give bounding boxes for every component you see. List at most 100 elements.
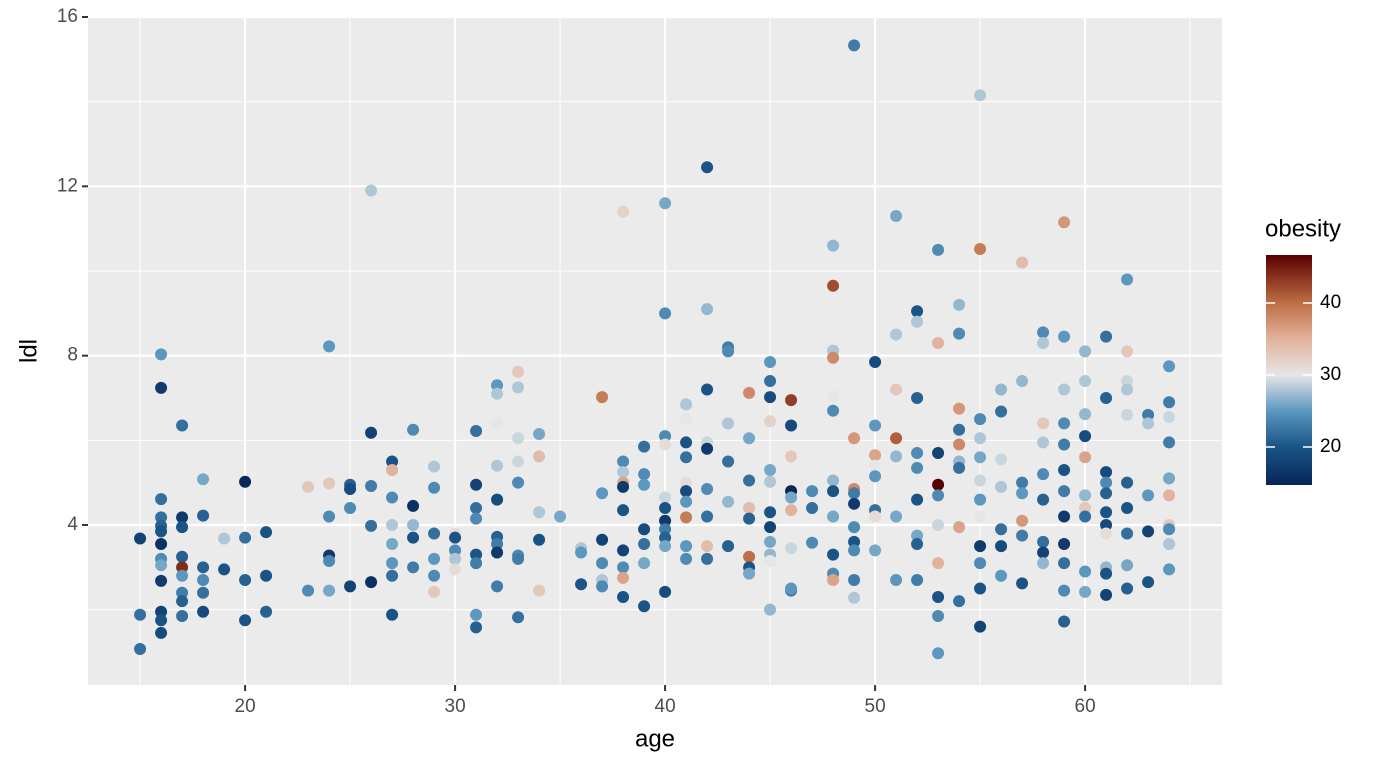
- point: [596, 391, 609, 404]
- point: [176, 609, 189, 622]
- point: [974, 474, 987, 487]
- point: [1142, 408, 1155, 421]
- point: [722, 417, 735, 430]
- point: [365, 426, 378, 439]
- point: [617, 571, 630, 584]
- x-tick-label: 30: [445, 696, 466, 717]
- point: [1079, 430, 1092, 443]
- point: [974, 557, 987, 570]
- point: [848, 432, 861, 445]
- point: [848, 544, 861, 557]
- point: [260, 569, 273, 582]
- point: [1058, 510, 1071, 523]
- point: [197, 561, 210, 574]
- point: [428, 552, 441, 565]
- point: [995, 405, 1008, 418]
- point: [827, 351, 840, 364]
- point: [533, 584, 546, 597]
- point: [701, 383, 714, 396]
- point: [974, 432, 987, 445]
- point: [155, 559, 168, 572]
- point: [449, 544, 462, 557]
- point: [1163, 411, 1176, 424]
- point: [134, 643, 147, 656]
- point: [911, 447, 924, 460]
- point: [365, 184, 378, 197]
- point: [995, 540, 1008, 553]
- point: [1037, 535, 1050, 548]
- point: [1163, 563, 1176, 576]
- point: [407, 518, 420, 531]
- point: [365, 576, 378, 589]
- point: [722, 540, 735, 553]
- point: [491, 387, 504, 400]
- point: [512, 611, 525, 624]
- point: [323, 477, 336, 490]
- x-tick-label: 60: [1075, 696, 1096, 717]
- point: [554, 510, 567, 523]
- point: [512, 365, 525, 378]
- point: [743, 550, 756, 563]
- point: [176, 511, 189, 524]
- point: [176, 550, 189, 563]
- point: [176, 595, 189, 608]
- point: [1100, 567, 1113, 580]
- point: [428, 527, 441, 540]
- point: [407, 423, 420, 436]
- point: [1079, 489, 1092, 502]
- point: [848, 487, 861, 500]
- point: [827, 485, 840, 498]
- point: [428, 569, 441, 582]
- point: [701, 483, 714, 496]
- point: [386, 518, 399, 531]
- point: [155, 626, 168, 639]
- point: [1037, 336, 1050, 349]
- point: [764, 391, 777, 404]
- point: [953, 402, 966, 415]
- point: [701, 510, 714, 523]
- point: [932, 243, 945, 256]
- point: [533, 506, 546, 519]
- y-tick-label: 8: [67, 345, 78, 366]
- point: [953, 521, 966, 534]
- point: [701, 303, 714, 316]
- point: [869, 356, 882, 369]
- point: [197, 473, 210, 486]
- point: [890, 510, 903, 523]
- point: [890, 450, 903, 463]
- point: [617, 480, 630, 493]
- point: [722, 495, 735, 508]
- point: [596, 557, 609, 570]
- point: [1100, 330, 1113, 343]
- point: [764, 463, 777, 476]
- point: [848, 39, 861, 52]
- point: [1016, 375, 1029, 388]
- point: [1058, 538, 1071, 551]
- point: [1079, 375, 1092, 388]
- point: [1058, 438, 1071, 451]
- point: [974, 451, 987, 464]
- point: [386, 608, 399, 621]
- colorbar-tick-label: 30: [1320, 364, 1341, 385]
- point: [848, 535, 861, 548]
- point: [701, 161, 714, 174]
- point: [701, 540, 714, 553]
- point: [827, 548, 840, 561]
- y-axis-title: ldl: [15, 339, 42, 363]
- point: [428, 585, 441, 598]
- point: [491, 493, 504, 506]
- point: [890, 328, 903, 341]
- point: [491, 417, 504, 430]
- point: [785, 450, 798, 463]
- point: [890, 574, 903, 587]
- point: [911, 493, 924, 506]
- point: [680, 485, 693, 498]
- point: [1016, 476, 1029, 489]
- point: [995, 480, 1008, 493]
- point: [932, 489, 945, 502]
- point: [1100, 476, 1113, 489]
- point: [785, 419, 798, 432]
- point: [659, 430, 672, 443]
- point: [785, 491, 798, 504]
